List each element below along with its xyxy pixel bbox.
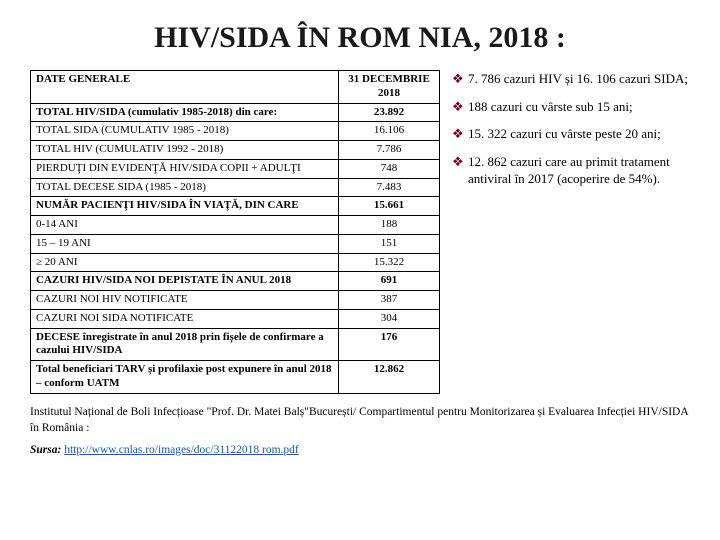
row-label: TOTAL SIDA (CUMULATIV 1985 - 2018): [31, 122, 339, 141]
table-row: Total beneficiari TARV și profilaxie pos…: [31, 361, 440, 394]
diamond-bullet-icon: ❖: [452, 98, 468, 116]
row-label: PIERDUŢI DIN EVIDENŢĂ HIV/SIDA COPII + A…: [31, 159, 339, 178]
table-row: TOTAL HIV/SIDA (cumulativ 1985-2018) din…: [31, 103, 440, 122]
source-line: Sursa: http://www.cnlas.ro/images/doc/31…: [30, 444, 690, 456]
table-row: DECESE înregistrate în anul 2018 prin fi…: [31, 328, 440, 361]
bullet-text: 7. 786 cazuri HIV și 16. 106 cazuri SIDA…: [468, 70, 688, 88]
row-value: 151: [339, 234, 440, 253]
row-value: 176: [339, 328, 440, 361]
table-row: ≥ 20 ANI15.322: [31, 253, 440, 272]
row-value: 304: [339, 309, 440, 328]
page-title: HIV/SIDA ÎN ROM NIA, 2018 :: [30, 20, 690, 56]
diamond-bullet-icon: ❖: [452, 70, 468, 88]
row-label: TOTAL HIV (CUMULATIV 1992 - 2018): [31, 141, 339, 160]
header-cell-label: DATE GENERALE: [31, 71, 339, 104]
table-row: CAZURI NOI SIDA NOTIFICATE304: [31, 309, 440, 328]
row-label: Total beneficiari TARV și profilaxie pos…: [31, 361, 339, 394]
table-row: TOTAL SIDA (CUMULATIV 1985 - 2018)16.106: [31, 122, 440, 141]
diamond-bullet-icon: ❖: [452, 153, 468, 188]
bullet-text: 15. 322 cazuri cu vârste peste 20 ani;: [468, 125, 661, 143]
data-table: DATE GENERALE31 DECEMBRIE 2018TOTAL HIV/…: [30, 70, 440, 394]
table-row: 0-14 ANI188: [31, 216, 440, 235]
table-row: TOTAL DECESE SIDA (1985 - 2018)7.483: [31, 178, 440, 197]
bullet-text: 188 cazuri cu vârste sub 15 ani;: [468, 98, 633, 116]
bullet-text: 12. 862 cazuri care au primit tratament …: [468, 153, 690, 188]
row-value: 7.786: [339, 141, 440, 160]
row-value: 691: [339, 272, 440, 291]
bullet-item: ❖12. 862 cazuri care au primit tratament…: [452, 153, 690, 188]
bullet-item: ❖15. 322 cazuri cu vârste peste 20 ani;: [452, 125, 690, 143]
bullet-item: ❖7. 786 cazuri HIV și 16. 106 cazuri SID…: [452, 70, 690, 88]
row-label: 0-14 ANI: [31, 216, 339, 235]
header-cell-date: 31 DECEMBRIE 2018: [339, 71, 440, 104]
row-label: TOTAL HIV/SIDA (cumulativ 1985-2018) din…: [31, 103, 339, 122]
table-header-row: DATE GENERALE31 DECEMBRIE 2018: [31, 71, 440, 104]
row-label: NUMĂR PACIENŢI HIV/SIDA ÎN VIAŢĂ, DIN CA…: [31, 197, 339, 216]
row-value: 15.322: [339, 253, 440, 272]
row-value: 188: [339, 216, 440, 235]
bullet-item: ❖188 cazuri cu vârste sub 15 ani;: [452, 98, 690, 116]
content-wrap: DATE GENERALE31 DECEMBRIE 2018TOTAL HIV/…: [30, 70, 690, 394]
table-row: NUMĂR PACIENŢI HIV/SIDA ÎN VIAŢĂ, DIN CA…: [31, 197, 440, 216]
table-row: CAZURI NOI HIV NOTIFICATE387: [31, 291, 440, 310]
row-label: CAZURI NOI HIV NOTIFICATE: [31, 291, 339, 310]
table-row: CAZURI HIV/SIDA NOI DEPISTATE ÎN ANUL 20…: [31, 272, 440, 291]
table-row: TOTAL HIV (CUMULATIV 1992 - 2018)7.786: [31, 141, 440, 160]
row-label: TOTAL DECESE SIDA (1985 - 2018): [31, 178, 339, 197]
row-value: 15.661: [339, 197, 440, 216]
row-label: CAZURI HIV/SIDA NOI DEPISTATE ÎN ANUL 20…: [31, 272, 339, 291]
table-row: 15 – 19 ANI151: [31, 234, 440, 253]
row-label: ≥ 20 ANI: [31, 253, 339, 272]
row-label: CAZURI NOI SIDA NOTIFICATE: [31, 309, 339, 328]
row-value: 387: [339, 291, 440, 310]
bullet-list: ❖7. 786 cazuri HIV și 16. 106 cazuri SID…: [452, 70, 690, 394]
row-label: DECESE înregistrate în anul 2018 prin fi…: [31, 328, 339, 361]
row-value: 748: [339, 159, 440, 178]
footnote: Institutul Național de Boli Infecțioase …: [30, 404, 690, 436]
row-value: 7.483: [339, 178, 440, 197]
row-label: 15 – 19 ANI: [31, 234, 339, 253]
data-table-area: DATE GENERALE31 DECEMBRIE 2018TOTAL HIV/…: [30, 70, 440, 394]
table-row: PIERDUŢI DIN EVIDENŢĂ HIV/SIDA COPII + A…: [31, 159, 440, 178]
row-value: 12.862: [339, 361, 440, 394]
source-label: Sursa:: [30, 444, 61, 456]
row-value: 16.106: [339, 122, 440, 141]
source-link[interactable]: http://www.cnlas.ro/images/doc/31122018 …: [64, 444, 299, 456]
row-value: 23.892: [339, 103, 440, 122]
diamond-bullet-icon: ❖: [452, 125, 468, 143]
